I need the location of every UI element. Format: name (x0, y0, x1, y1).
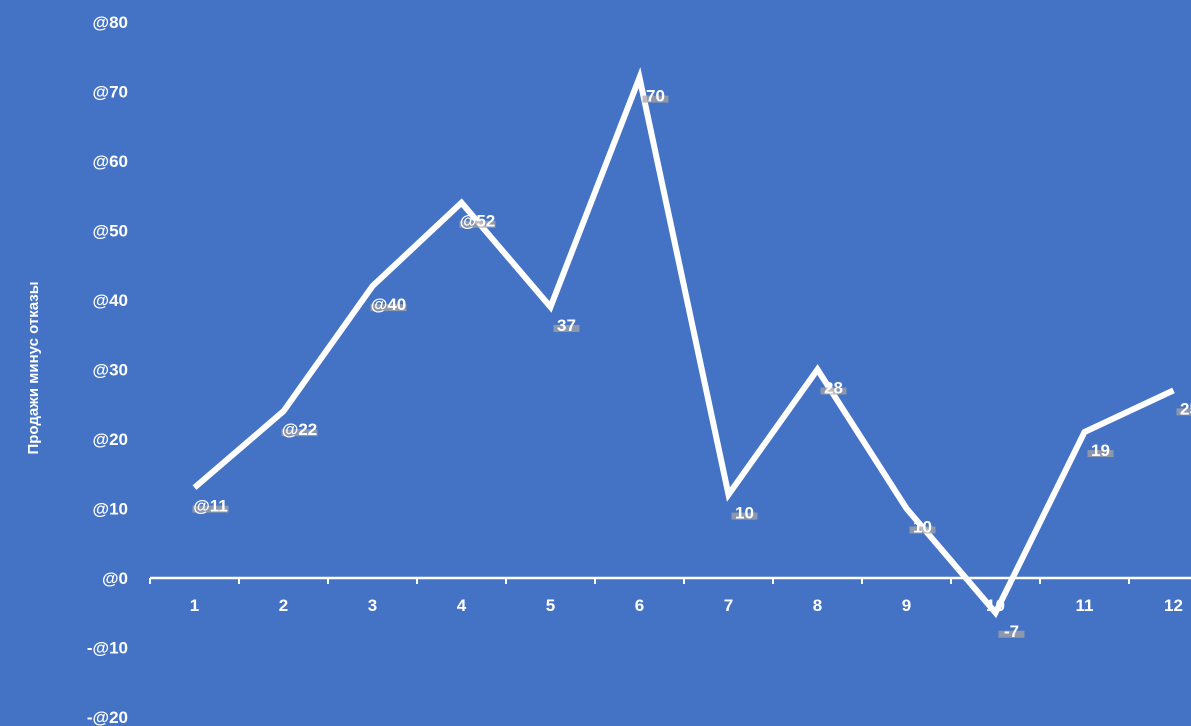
data-label: @40 (371, 295, 407, 314)
data-label-box (642, 95, 669, 103)
data-label: 28 (824, 379, 843, 398)
data-label-box (1087, 450, 1114, 458)
y-tick-label: -@10 (87, 639, 128, 658)
data-label-box (459, 220, 496, 228)
y-tick-label: @0 (102, 569, 128, 588)
data-label: 10 (735, 504, 754, 523)
x-tick-label: 12 (1164, 596, 1183, 615)
data-label: 25 (1180, 399, 1191, 418)
y-axis-title: Продажи минус отказы (25, 281, 42, 454)
y-tick-label: @50 (93, 222, 129, 241)
y-tick-label: @20 (93, 430, 129, 449)
data-label: 37 (557, 316, 576, 335)
data-label-box (998, 630, 1025, 638)
y-tick-label: @40 (93, 291, 129, 310)
x-tick-label: 2 (279, 596, 288, 615)
data-label: 10 (913, 518, 932, 537)
y-tick-label: -@20 (87, 708, 128, 726)
data-label-box (1176, 408, 1191, 416)
data-label: @22 (282, 420, 318, 439)
x-tick-label: 8 (813, 596, 822, 615)
x-tick-label: 7 (724, 596, 733, 615)
data-label-box (820, 387, 847, 395)
data-label: -7 (1004, 622, 1019, 641)
x-tick-label: 5 (546, 596, 555, 615)
data-label: @11 (193, 497, 228, 516)
x-tick-label: 6 (635, 596, 644, 615)
y-tick-label: @60 (93, 152, 129, 171)
x-axis: 1 2 3 4 5 6 7 8 9 10 11 12 (149, 576, 1191, 615)
series-line (192, 67, 1175, 619)
data-label: @52 (460, 212, 496, 231)
data-label-box (281, 429, 318, 437)
x-tick-label: 4 (457, 596, 467, 615)
y-tick-label: @10 (93, 500, 129, 519)
x-tick-label: 11 (1076, 596, 1094, 615)
x-tick-label: 3 (368, 596, 377, 615)
series-group (192, 67, 1175, 619)
data-label: 70 (646, 87, 665, 106)
data-label: 19 (1091, 441, 1110, 460)
x-tick-label: 1 (190, 596, 199, 615)
data-label-box (192, 505, 229, 513)
x-tick-label: 9 (902, 596, 911, 615)
data-label-box (731, 512, 758, 520)
y-tick-label: @30 (93, 361, 129, 380)
data-label-box (553, 324, 580, 332)
data-label-box (370, 304, 407, 312)
y-tick-label: @80 (93, 13, 129, 32)
y-axis-ticks: -@20 -@10 @0 @10 @20 @30 @40 @50 @60 @70 @80 (87, 13, 128, 726)
y-tick-label: @70 (93, 83, 129, 102)
data-label-box (909, 526, 936, 534)
